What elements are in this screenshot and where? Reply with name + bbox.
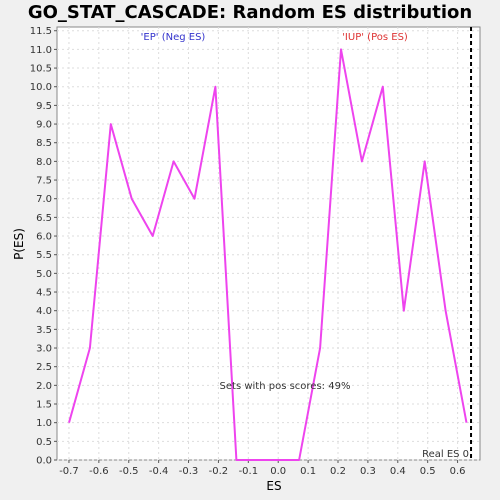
x-tick-label: 0.4 (390, 466, 406, 477)
x-axis-label: ES (266, 479, 281, 493)
x-tick-label: -0.5 (119, 466, 139, 477)
grid-lines (57, 27, 480, 461)
y-tick-label: 4.0 (36, 306, 52, 317)
y-tick-label: 8.0 (36, 157, 52, 168)
y-tick-label: 8.5 (36, 138, 52, 149)
x-tick-label: 0.3 (360, 466, 376, 477)
x-tick-label: 0.1 (300, 466, 316, 477)
y-tick-label: 1.5 (36, 400, 52, 411)
y-tick-label: 10.0 (30, 82, 52, 93)
y-tick-label: 11.5 (30, 26, 52, 37)
x-tick-label: -0.4 (149, 466, 169, 477)
x-tick-label: -0.2 (209, 466, 229, 477)
neg-es-annotation: 'EP' (Neg ES) (141, 32, 206, 43)
y-tick-label: 9.5 (36, 101, 52, 112)
series-layer (68, 48, 468, 461)
y-tick-label: 1.0 (36, 418, 52, 429)
real-es-label: Real ES 0 (422, 449, 469, 460)
x-tick-label: -0.1 (239, 466, 259, 477)
y-axis-label: P(ES) (12, 228, 26, 260)
series-line (68, 48, 468, 461)
y-tick-label: 5.0 (36, 269, 52, 280)
plot-area (56, 26, 481, 461)
pos-es-annotation: 'IUP' (Pos ES) (342, 32, 408, 43)
x-tick-label: -0.7 (59, 466, 79, 477)
y-tick-label: 0.0 (36, 456, 52, 467)
y-tick-label: 11.0 (30, 45, 52, 56)
y-tick-label: 5.5 (36, 250, 52, 261)
axis-ticks: 0.0 0.5 1.0 1.5 2.0 2.5 3.0 3.5 4.0 4.5 5.0 5.5 6.0 6… (30, 26, 466, 477)
y-tick-label: 3.0 (36, 344, 52, 355)
x-tick-label: 0.0 (270, 466, 286, 477)
y-tick-label: 0.5 (36, 437, 52, 448)
y-tick-label: 10.5 (30, 64, 52, 75)
x-tick-label: 0.5 (420, 466, 436, 477)
y-tick-label: 9.0 (36, 120, 52, 131)
y-tick-label: 2.5 (36, 362, 52, 373)
sets-annotation: Sets with pos scores: 49% (220, 381, 351, 392)
y-tick-label: 4.5 (36, 288, 52, 299)
x-tick-label: 0.2 (330, 466, 346, 477)
chart-title: GO_STAT_CASCADE: Random ES distribution (28, 2, 472, 23)
y-tick-label: 7.5 (36, 176, 52, 187)
x-tick-label: -0.6 (89, 466, 109, 477)
x-tick-label: 0.6 (450, 466, 466, 477)
y-tick-label: 7.0 (36, 194, 52, 205)
y-tick-label: 3.5 (36, 325, 52, 336)
y-tick-label: 6.0 (36, 232, 52, 243)
x-tick-label: -0.3 (179, 466, 199, 477)
y-tick-label: 2.0 (36, 381, 52, 392)
y-tick-label: 6.5 (36, 213, 52, 224)
